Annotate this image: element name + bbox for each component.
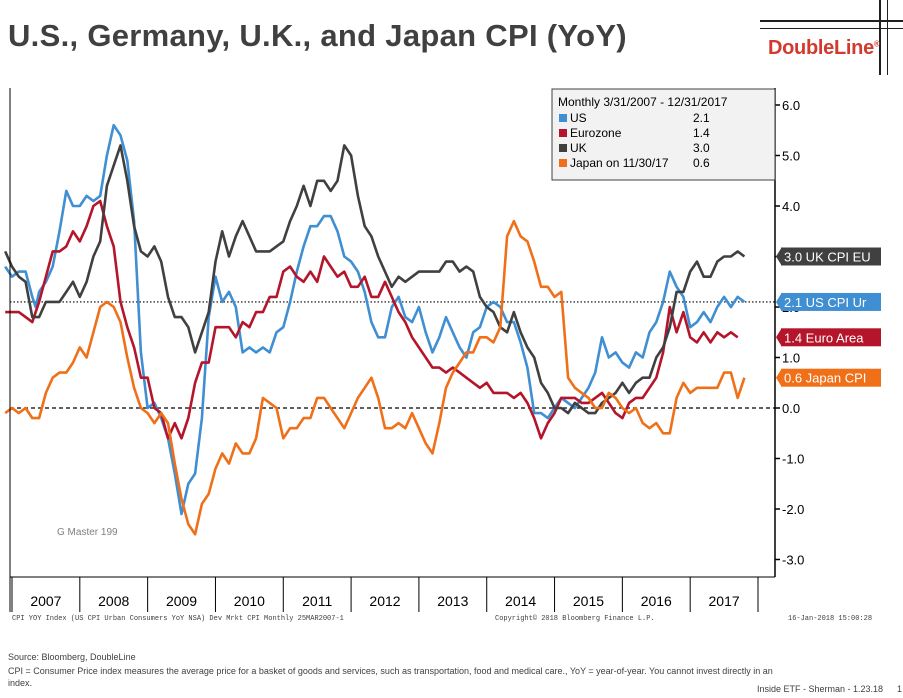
- chart-timestamp: 16-Jan-2018 15:00:28: [788, 615, 872, 623]
- end-label-pointer: [776, 329, 781, 346]
- end-label-text: 2.1 US CPI Ur: [784, 295, 867, 310]
- y-tick-label: 4.0: [782, 199, 800, 214]
- legend-label: Eurozone: [570, 126, 622, 140]
- chart-copyright: Copyright© 2018 Bloomberg Finance L.P.: [495, 614, 655, 623]
- legend-swatch: [559, 114, 567, 122]
- brand-trademark: ®: [873, 39, 880, 49]
- x-tick-label: 2017: [709, 593, 740, 609]
- end-label: 2.1 US CPI Ur: [776, 292, 881, 311]
- end-label-text: 1.4 Euro Area: [784, 330, 864, 345]
- footer-text: Inside ETF - Sherman - 1.23.18: [757, 684, 884, 694]
- series-line-eurozone: [5, 199, 739, 440]
- end-label: 1.4 Euro Area: [776, 328, 881, 347]
- x-tick-label: 2016: [641, 593, 672, 609]
- legend-swatch: [559, 129, 567, 137]
- x-tick-label: 2008: [98, 593, 129, 609]
- legend-value: 1.4: [693, 126, 710, 140]
- legend-label: UK: [570, 141, 587, 155]
- legend-period: Monthly 3/31/2007 - 12/31/2017: [558, 95, 728, 109]
- end-label-text: 3.0 UK CPI EU: [784, 250, 871, 265]
- x-tick-label: 2012: [369, 593, 400, 609]
- doubleline-logo-mark: [760, 0, 903, 75]
- legend-label: US: [570, 111, 587, 125]
- legend-value: 2.1: [693, 111, 710, 125]
- y-tick-label: 6.0: [782, 98, 800, 113]
- x-tick-label: 2010: [234, 593, 265, 609]
- legend-swatch: [559, 144, 567, 152]
- y-tick-label: -2.0: [782, 502, 804, 517]
- x-tick-label: 2014: [505, 593, 536, 609]
- cpi-definition: CPI = Consumer Price index measures the …: [8, 666, 773, 688]
- y-tick-label: -3.0: [782, 553, 804, 568]
- end-label-box: [781, 368, 881, 387]
- end-label-pointer: [776, 369, 781, 386]
- x-tick-label: 2015: [573, 593, 604, 609]
- legend-value: 3.0: [693, 141, 710, 155]
- chart-legend: Monthly 3/31/2007 - 12/31/2017 US 2.1 Euro…: [551, 88, 776, 181]
- source-note: Source: Bloomberg, DoubleLine: [8, 652, 136, 662]
- cpi-chart: -3.0-2.0-1.00.01.02.03.04.05.06.02007200…: [4, 88, 881, 623]
- x-tick-label: 2013: [437, 593, 468, 609]
- x-tick-label: 2009: [166, 593, 197, 609]
- chart-source-note: CPI YOY Index (US CPI Urban Consumers Yo…: [12, 615, 344, 623]
- legend-label: Japan on 11/30/17: [570, 156, 669, 170]
- end-label: 0.6 Japan CPI: [776, 368, 881, 387]
- legend-swatch: [559, 159, 567, 167]
- legend-value: 0.6: [693, 156, 710, 170]
- brand-name: DoubleLine: [768, 37, 874, 59]
- x-tick-label: 2011: [302, 593, 332, 609]
- page-number: 1: [897, 684, 903, 694]
- end-label-pointer: [776, 248, 781, 265]
- end-label-text: 0.6 Japan CPI: [784, 371, 866, 386]
- x-tick-label: 2007: [30, 593, 61, 609]
- series-line-us: [4, 123, 746, 516]
- page-title: U.S., Germany, U.K., and Japan CPI (YoY): [8, 18, 627, 53]
- chart-watermark: G Master 199: [57, 527, 118, 538]
- y-tick-label: -1.0: [782, 452, 804, 467]
- series-line-japan: [4, 219, 746, 536]
- end-label-box: [781, 292, 881, 311]
- doubleline-logo: DoubleLine®: [768, 37, 880, 60]
- y-tick-label: 5.0: [782, 149, 800, 164]
- y-tick-label: 0.0: [782, 401, 800, 416]
- end-label-box: [781, 247, 881, 266]
- y-tick-label: 1.0: [782, 351, 800, 366]
- end-label: 3.0 UK CPI EU: [776, 247, 881, 266]
- end-label-pointer: [776, 293, 781, 310]
- end-label-box: [781, 328, 881, 347]
- series-line-uk: [4, 144, 746, 415]
